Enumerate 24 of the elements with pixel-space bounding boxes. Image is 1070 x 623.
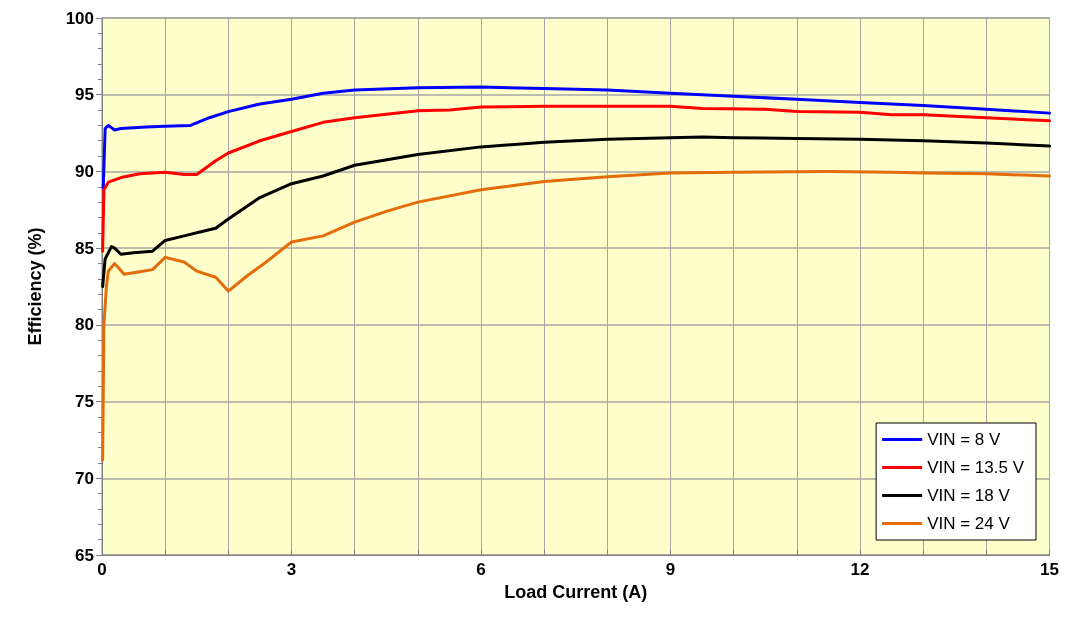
- x-tick-label: 0: [97, 560, 107, 579]
- y-tick-label: 65: [75, 545, 94, 565]
- x-tick-label: 3: [286, 560, 297, 579]
- line-series: [101, 135, 1052, 288]
- x-tick-label: 15: [1040, 560, 1060, 579]
- x-tick-label: 12: [850, 560, 870, 579]
- legend-label: VIN = 18 V: [927, 486, 1011, 505]
- y-tick-label: 80: [75, 315, 94, 335]
- y-tick-label: 95: [75, 85, 94, 105]
- legend-label: VIN = 8 V: [927, 430, 1002, 449]
- line-series: [101, 169, 1052, 462]
- x-tick-label: 9: [665, 560, 676, 579]
- line-series: [101, 85, 1052, 190]
- y-tick-label: 90: [75, 161, 94, 181]
- y-tick-label: 85: [75, 238, 94, 258]
- x-tick-label: 6: [476, 560, 486, 579]
- line-series: [101, 104, 1052, 253]
- y-tick-label: 100: [65, 8, 94, 28]
- y-tick-label: 75: [75, 392, 94, 412]
- legend-label: VIN = 13.5 V: [927, 458, 1025, 477]
- y-axis-title: Efficiency (%): [25, 227, 45, 346]
- legend-label: VIN = 24 V: [927, 514, 1011, 533]
- x-axis-title: Load Current (A): [504, 582, 648, 602]
- y-tick-label: 70: [75, 468, 94, 488]
